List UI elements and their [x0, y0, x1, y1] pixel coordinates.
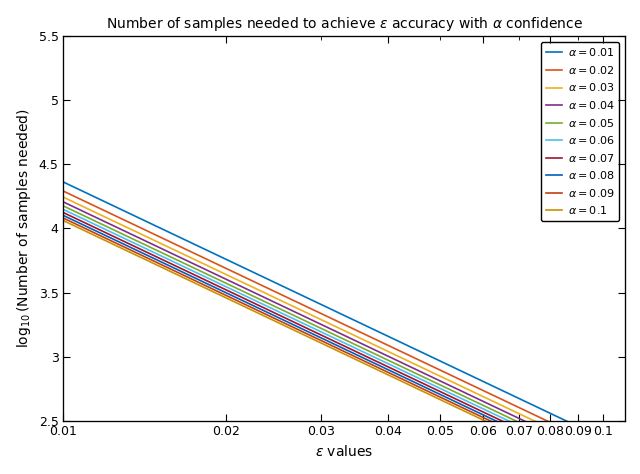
Line: $\alpha = 0.05$: $\alpha = 0.05$	[63, 206, 603, 462]
$\alpha = 0.03$	[474, 391, 482, 397]
$\alpha = 0.08$	[594, 466, 602, 472]
Line: $\alpha = 0.1$: $\alpha = 0.1$	[63, 220, 603, 474]
$\alpha = 0.06$	[594, 460, 602, 466]
$\alpha = 0.03$	[60, 194, 67, 200]
$\alpha = 0.08$	[474, 410, 482, 415]
$\alpha = 0.09$	[557, 452, 565, 457]
$\alpha = 0.04$	[599, 456, 607, 461]
$\alpha = 0.02$	[557, 425, 565, 430]
$\alpha = 0.05$	[557, 439, 565, 445]
$\alpha = 0.06$	[449, 392, 457, 397]
$\alpha = 0.03$	[599, 451, 607, 456]
$\alpha = 0.1$	[60, 218, 67, 223]
$\alpha = 0.08$	[557, 449, 565, 455]
$\alpha = 0.03$	[449, 379, 457, 385]
$\alpha = 0.03$	[594, 448, 602, 454]
$\alpha = 0.07$	[451, 396, 459, 401]
$\alpha = 0.1$	[449, 403, 457, 409]
$\alpha = 0.05$	[599, 459, 607, 465]
$\alpha = 0.07$	[594, 464, 602, 469]
$\alpha = 0.08$	[493, 419, 500, 424]
$\alpha = 0.03$	[557, 431, 565, 437]
$\alpha = 0.04$	[451, 385, 459, 391]
$\alpha = 0.07$	[493, 416, 500, 421]
$\alpha = 0.03$	[493, 400, 500, 406]
$\alpha = 0.05$	[594, 457, 602, 463]
$\alpha = 0.08$	[60, 213, 67, 219]
Line: $\alpha = 0.02$: $\alpha = 0.02$	[63, 191, 603, 447]
Y-axis label: $\log_{10}$(Number of samples needed): $\log_{10}$(Number of samples needed)	[15, 109, 33, 348]
$\alpha = 0.05$	[474, 400, 482, 406]
$\alpha = 0.09$	[594, 469, 602, 474]
$\alpha = 0.02$	[594, 442, 602, 448]
$\alpha = 0.06$	[60, 207, 67, 212]
$\alpha = 0.07$	[60, 210, 67, 216]
$\alpha = 0.02$	[60, 188, 67, 194]
$\alpha = 0.01$	[599, 436, 607, 441]
$\alpha = 0.04$	[493, 405, 500, 410]
$\alpha = 0.05$	[449, 388, 457, 394]
$\alpha = 0.01$	[493, 385, 500, 391]
$\alpha = 0.09$	[474, 412, 482, 418]
$\alpha = 0.02$	[599, 445, 607, 450]
$\alpha = 0.01$	[449, 364, 457, 370]
Line: $\alpha = 0.07$: $\alpha = 0.07$	[63, 213, 603, 469]
$\alpha = 0.1$	[451, 404, 459, 410]
$\alpha = 0.08$	[449, 398, 457, 403]
$\alpha = 0.04$	[449, 384, 457, 390]
$\alpha = 0.07$	[599, 466, 607, 472]
$\alpha = 0.06$	[451, 393, 459, 399]
$\alpha = 0.02$	[451, 374, 459, 380]
$\alpha = 0.01$	[451, 365, 459, 371]
$\alpha = 0.06$	[599, 463, 607, 468]
$\alpha = 0.04$	[474, 396, 482, 402]
$\alpha = 0.04$	[594, 453, 602, 458]
$\alpha = 0.07$	[557, 446, 565, 452]
Line: $\alpha = 0.06$: $\alpha = 0.06$	[63, 210, 603, 465]
Line: $\alpha = 0.09$: $\alpha = 0.09$	[63, 218, 603, 474]
$\alpha = 0.02$	[449, 374, 457, 379]
$\alpha = 0.05$	[60, 203, 67, 209]
X-axis label: $\epsilon$ values: $\epsilon$ values	[315, 444, 373, 459]
$\alpha = 0.02$	[474, 385, 482, 391]
$\alpha = 0.04$	[557, 436, 565, 441]
$\alpha = 0.06$	[557, 443, 565, 449]
Line: $\alpha = 0.01$: $\alpha = 0.01$	[63, 182, 603, 438]
$\alpha = 0.09$	[599, 472, 607, 474]
$\alpha = 0.1$	[493, 424, 500, 429]
$\alpha = 0.1$	[474, 415, 482, 420]
$\alpha = 0.09$	[493, 421, 500, 427]
$\alpha = 0.07$	[449, 395, 457, 401]
$\alpha = 0.02$	[493, 394, 500, 400]
$\alpha = 0.06$	[474, 403, 482, 409]
$\alpha = 0.09$	[451, 401, 459, 407]
$\alpha = 0.06$	[493, 412, 500, 418]
Line: $\alpha = 0.04$: $\alpha = 0.04$	[63, 202, 603, 458]
$\alpha = 0.05$	[451, 389, 459, 395]
$\alpha = 0.08$	[451, 399, 459, 404]
$\alpha = 0.03$	[451, 381, 459, 386]
$\alpha = 0.01$	[474, 376, 482, 382]
$\alpha = 0.05$	[493, 409, 500, 415]
$\alpha = 0.08$	[599, 469, 607, 474]
Line: $\alpha = 0.08$: $\alpha = 0.08$	[63, 216, 603, 472]
Legend: $\alpha = 0.01$, $\alpha = 0.02$, $\alpha = 0.03$, $\alpha = 0.04$, $\alpha = 0.: $\alpha = 0.01$, $\alpha = 0.02$, $\alph…	[541, 42, 620, 221]
$\alpha = 0.01$	[594, 433, 602, 438]
$\alpha = 0.1$	[557, 454, 565, 460]
Title: Number of samples needed to achieve $\epsilon$ accuracy with $\alpha$ confidence: Number of samples needed to achieve $\ep…	[106, 15, 582, 33]
$\alpha = 0.01$	[60, 179, 67, 185]
$\alpha = 0.07$	[474, 407, 482, 412]
Line: $\alpha = 0.03$: $\alpha = 0.03$	[63, 197, 603, 454]
$\alpha = 0.04$	[60, 199, 67, 205]
$\alpha = 0.09$	[449, 400, 457, 406]
$\alpha = 0.09$	[60, 215, 67, 221]
$\alpha = 0.01$	[557, 416, 565, 421]
$\alpha = 0.1$	[594, 472, 602, 474]
